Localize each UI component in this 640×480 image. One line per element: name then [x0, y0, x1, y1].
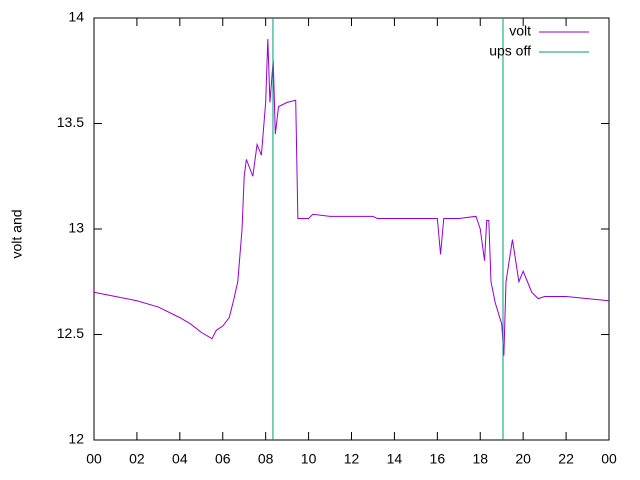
x-tick-label: 04 — [172, 451, 188, 467]
y-tick-label: 13.5 — [57, 114, 84, 130]
x-tick-label: 22 — [558, 451, 574, 467]
plot-border — [93, 17, 610, 441]
y-tick-label: 14 — [68, 9, 84, 25]
x-tick-label: 20 — [515, 451, 531, 467]
x-tick-label: 06 — [215, 451, 231, 467]
x-tick-label: 00 — [86, 451, 102, 467]
y-tick-label: 13 — [68, 220, 84, 236]
series-line — [93, 39, 610, 356]
x-tick-label: 16 — [430, 451, 446, 467]
x-tick-label: 02 — [129, 451, 145, 467]
x-tick-label: 12 — [344, 451, 360, 467]
y-axis-label: volt and — [9, 209, 25, 258]
x-tick-label: 08 — [258, 451, 274, 467]
series-line — [272, 18, 504, 440]
legend-label: volt — [509, 23, 531, 39]
y-tick-label: 12 — [68, 431, 84, 447]
x-tick-label: 18 — [472, 451, 488, 467]
legend-label: ups off — [489, 43, 531, 59]
x-tick-label: 10 — [301, 451, 317, 467]
x-tick-label: 14 — [387, 451, 403, 467]
y-tick-label: 12.5 — [57, 325, 84, 341]
x-tick-label: 00 — [601, 451, 617, 467]
